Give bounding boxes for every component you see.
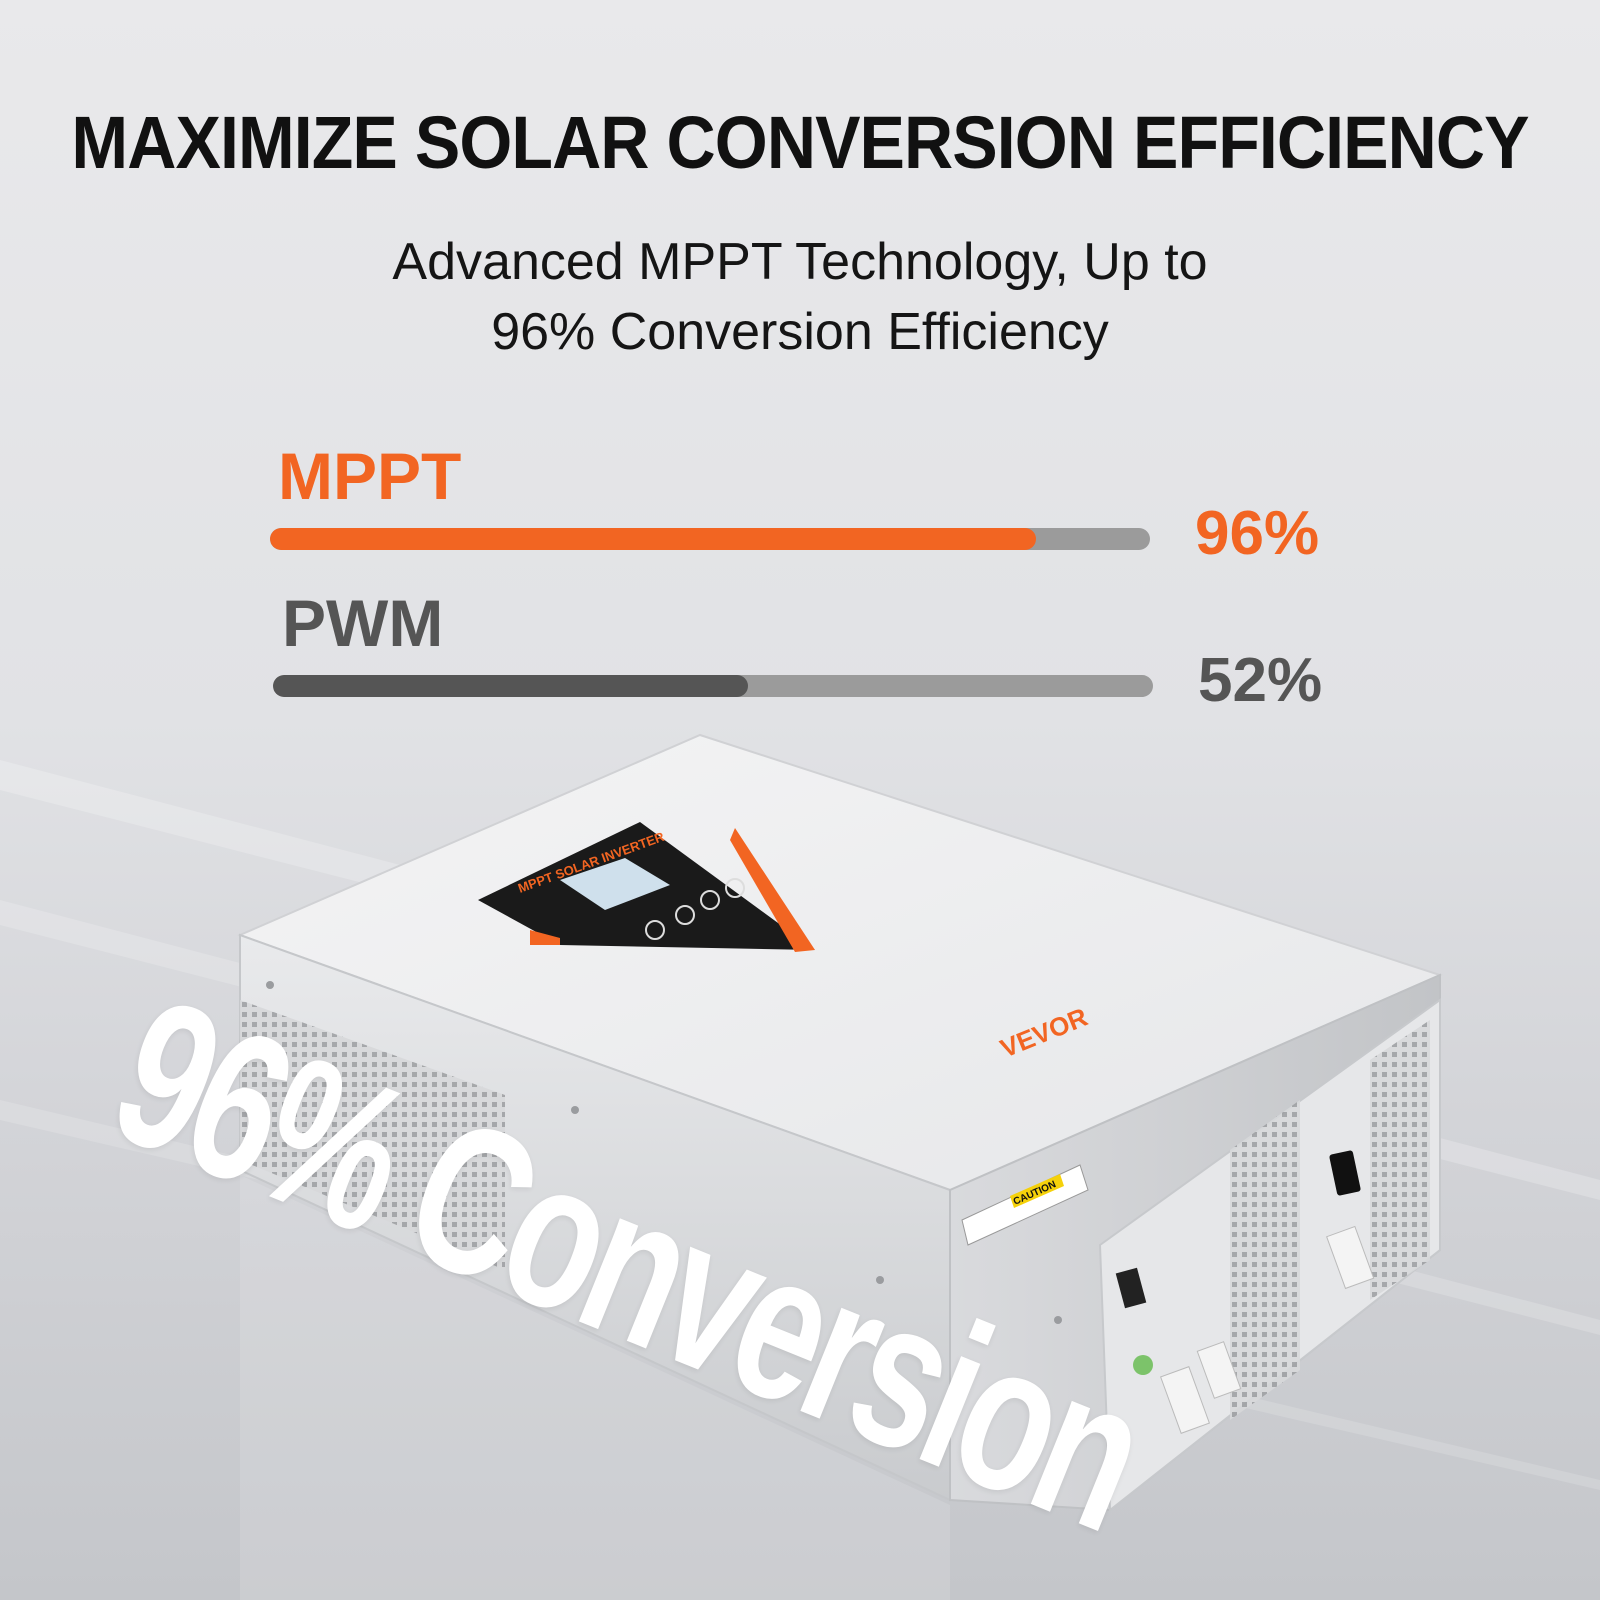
mppt-label: MPPT	[278, 439, 462, 513]
rs485-port	[1115, 1267, 1147, 1309]
ground-terminal	[1133, 1355, 1153, 1375]
subtitle-line-2: 96% Conversion Efficiency	[491, 303, 1109, 361]
mppt-fill	[270, 528, 1036, 550]
pwm-fill	[273, 675, 749, 697]
mppt-percent: 96%	[1195, 499, 1320, 568]
pv-in-terminal	[1196, 1341, 1242, 1399]
front-vent	[240, 1000, 505, 1270]
power-switch	[1329, 1150, 1361, 1196]
side-vent-right	[1370, 1020, 1430, 1300]
battery-terminal	[1326, 1225, 1375, 1290]
subtitle-line-1: Advanced MPPT Technology, Up to	[392, 233, 1208, 291]
pwm-percent: 52%	[1198, 646, 1323, 715]
mppt-track	[270, 528, 1150, 550]
headline: MAXIMIZE SOLAR CONVERSION EFFICIENCY	[71, 101, 1529, 184]
lcd-screen	[560, 858, 670, 910]
ac-out-terminal	[1160, 1366, 1210, 1434]
pwm-label: PWM	[282, 586, 444, 660]
pwm-track	[273, 675, 1153, 697]
side-vent-left	[1230, 1100, 1300, 1420]
inverter-illustration: MPPT SOLAR INVERTER VEVOR CAUTION	[0, 733, 1600, 1600]
